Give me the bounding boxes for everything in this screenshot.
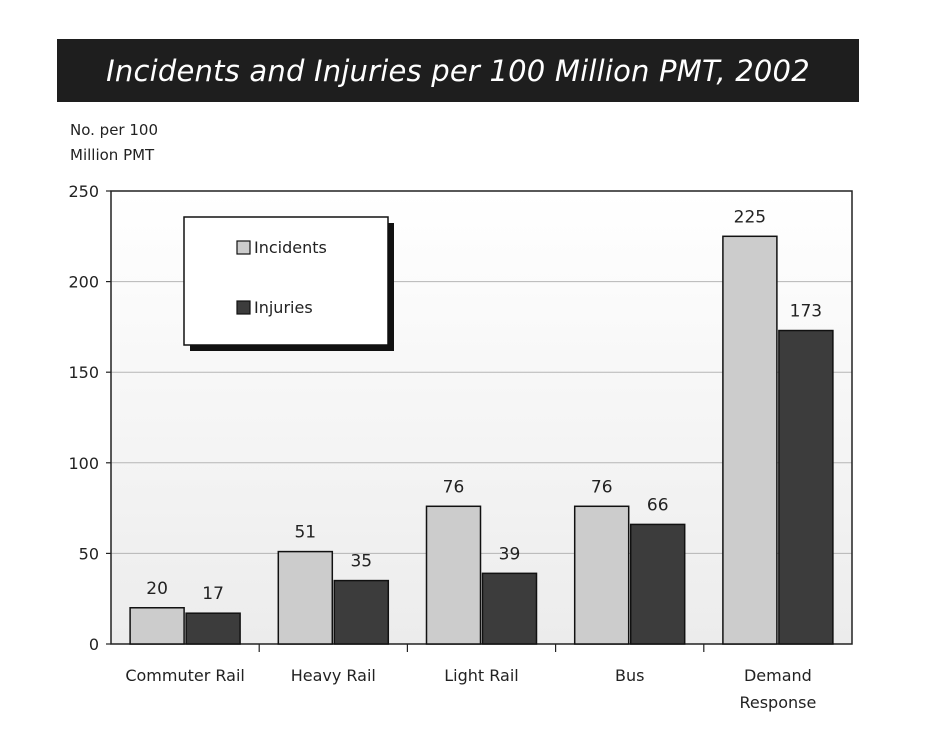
y-tick-label: 150 — [68, 363, 99, 382]
data-label: 76 — [443, 477, 465, 497]
data-label: 17 — [202, 584, 224, 604]
bar-injuries — [629, 523, 686, 645]
bar-injuries — [185, 612, 241, 645]
legend-label-injuries: Injuries — [254, 298, 313, 317]
x-tick-label: Heavy Rail — [291, 666, 376, 685]
bar-incidents — [277, 550, 334, 645]
y-tick-label: 200 — [68, 273, 99, 292]
y-tick-label: 100 — [68, 454, 99, 473]
x-tick-label: Response — [739, 693, 816, 712]
bar-incidents — [129, 607, 185, 645]
data-label: 225 — [734, 207, 766, 227]
y-tick-label: 0 — [89, 635, 99, 654]
bar-injuries — [778, 329, 834, 645]
bar-incidents — [722, 235, 778, 645]
bars: 20 17 51 35 76 39 76 66 225 173 — [129, 207, 834, 645]
x-tick-label: Commuter Rail — [125, 666, 245, 685]
y-tick-label: 250 — [68, 182, 99, 201]
y-axis-label: No. per 100 Million PMT — [70, 118, 158, 168]
data-label: 20 — [146, 579, 168, 599]
data-label: 173 — [790, 302, 822, 322]
bar-injuries — [333, 579, 390, 645]
legend-swatch-injuries — [236, 300, 251, 315]
data-label: 35 — [350, 552, 372, 572]
y-axis-label-line-1: No. per 100 — [70, 121, 158, 139]
chart-title: Incidents and Injuries per 100 Million P… — [106, 53, 810, 88]
data-label: 66 — [647, 495, 669, 515]
data-label: 39 — [499, 544, 521, 564]
y-axis-ticks: 0 50 100 150 200 250 — [68, 182, 111, 654]
x-axis-ticks — [258, 644, 705, 652]
x-tick-label: Light Rail — [444, 666, 518, 685]
legend-swatch-incidents — [236, 240, 251, 255]
x-tick-label: Bus — [615, 666, 644, 685]
legend: Incidents Injuries — [183, 216, 394, 351]
data-label: 51 — [294, 523, 316, 543]
plot-frame — [110, 190, 853, 645]
bar-injuries — [481, 572, 538, 645]
data-label: 76 — [591, 477, 613, 497]
x-axis-labels: Commuter Rail Heavy Rail Light Rail Bus Dema… — [125, 666, 816, 712]
legend-box — [183, 216, 389, 346]
chart-title-bar: Incidents and Injuries per 100 Million P… — [57, 39, 859, 102]
y-axis-label-line-2: Million PMT — [70, 146, 155, 164]
x-tick-label: Demand — [744, 666, 812, 685]
bar-incidents — [425, 505, 482, 645]
bar-incidents — [573, 505, 630, 645]
legend-label-incidents: Incidents — [254, 238, 327, 257]
y-tick-label: 50 — [79, 544, 99, 563]
